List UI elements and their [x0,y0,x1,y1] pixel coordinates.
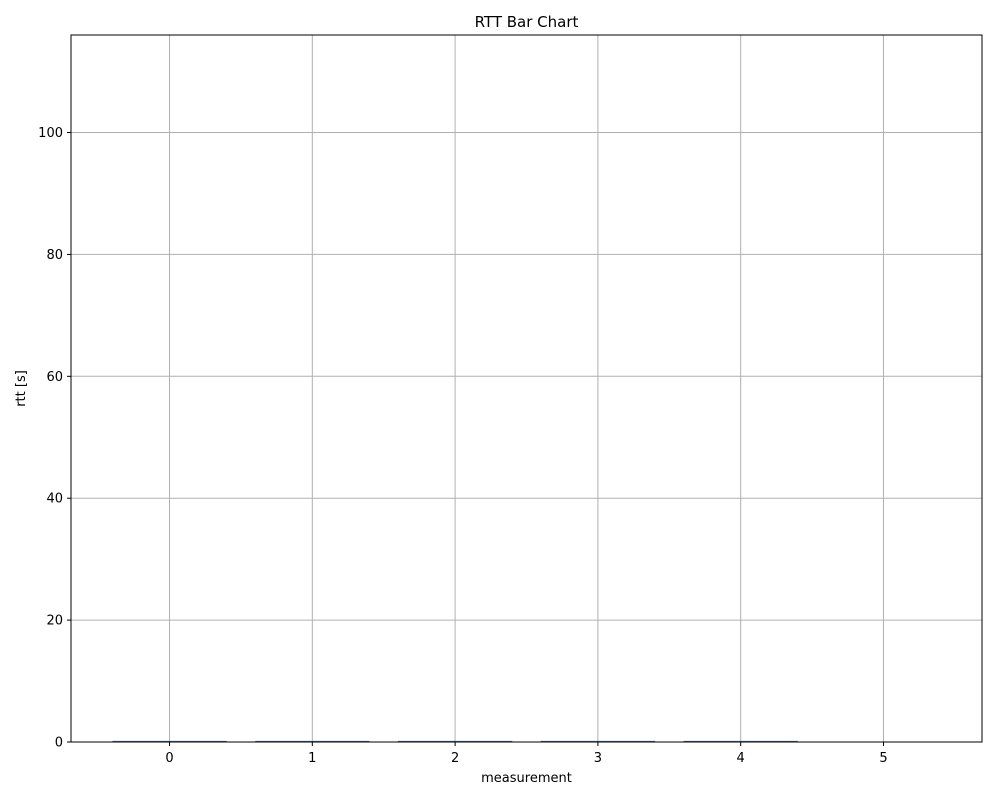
y-tick-label: 20 [46,614,63,629]
x-tick-label: 0 [165,751,173,766]
y-axis: 0 20 40 60 80 100 [38,126,71,751]
x-tick-label: 4 [737,751,745,766]
y-tick-label: 60 [46,370,63,385]
x-tick-label: 5 [879,751,887,766]
y-tick-label: 40 [46,492,63,507]
y-tick-label: 0 [55,736,63,751]
y-tick-label: 100 [38,126,63,141]
x-tick-label: 1 [308,751,316,766]
x-axis: 0 1 2 3 4 5 [165,742,888,766]
x-axis-title: measurement [481,771,572,786]
chart-title: RTT Bar Chart [475,13,579,31]
y-axis-title: rtt [s] [14,370,29,407]
grid-layer [71,35,982,743]
y-tick-label: 80 [46,248,63,263]
x-tick-label: 2 [451,751,459,766]
x-tick-label: 3 [594,751,602,766]
plot-frame [70,34,983,743]
